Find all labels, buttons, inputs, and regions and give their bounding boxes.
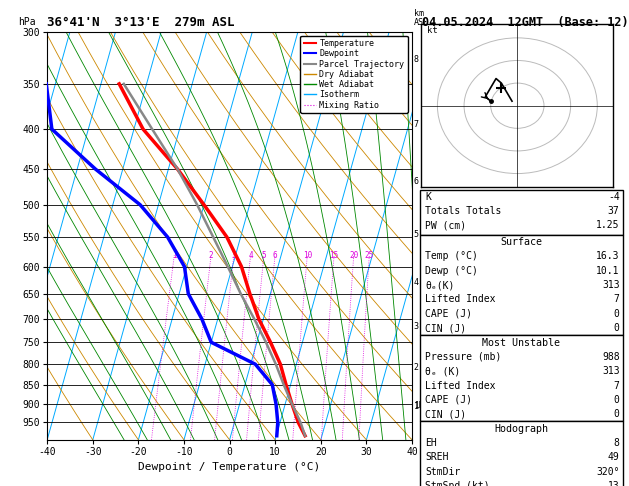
Text: -4: -4 bbox=[608, 191, 620, 202]
Text: Pressure (mb): Pressure (mb) bbox=[425, 352, 501, 362]
Text: 0: 0 bbox=[614, 395, 620, 405]
Text: 7: 7 bbox=[614, 381, 620, 391]
X-axis label: Dewpoint / Temperature (°C): Dewpoint / Temperature (°C) bbox=[138, 462, 321, 472]
Text: 15: 15 bbox=[330, 251, 339, 260]
Text: 25: 25 bbox=[365, 251, 374, 260]
Text: 0: 0 bbox=[614, 309, 620, 319]
Text: \: \ bbox=[425, 122, 436, 137]
Text: 6: 6 bbox=[414, 177, 419, 186]
Text: θₑ (K): θₑ (K) bbox=[425, 366, 460, 376]
Text: /: / bbox=[420, 397, 431, 412]
Text: 3: 3 bbox=[231, 251, 236, 260]
Text: © weatheronline.co.uk: © weatheronline.co.uk bbox=[473, 471, 577, 480]
Text: 7: 7 bbox=[414, 120, 419, 128]
Text: \: \ bbox=[425, 197, 436, 212]
Text: 1LCL: 1LCL bbox=[414, 401, 432, 411]
Text: Most Unstable: Most Unstable bbox=[482, 337, 560, 347]
Text: 8: 8 bbox=[414, 55, 419, 64]
Text: 0: 0 bbox=[614, 323, 620, 333]
Text: Lifted Index: Lifted Index bbox=[425, 381, 496, 391]
Text: /: / bbox=[420, 122, 431, 137]
Text: 1: 1 bbox=[414, 402, 419, 411]
Text: 49: 49 bbox=[608, 452, 620, 462]
Text: 6: 6 bbox=[273, 251, 277, 260]
Text: 988: 988 bbox=[602, 352, 620, 362]
Text: 313: 313 bbox=[602, 280, 620, 290]
Text: CAPE (J): CAPE (J) bbox=[425, 395, 472, 405]
Text: CIN (J): CIN (J) bbox=[425, 409, 466, 419]
Legend: Temperature, Dewpoint, Parcel Trajectory, Dry Adiabat, Wet Adiabat, Isotherm, Mi: Temperature, Dewpoint, Parcel Trajectory… bbox=[300, 36, 408, 113]
Text: 10: 10 bbox=[303, 251, 312, 260]
Text: 4: 4 bbox=[414, 278, 419, 287]
Text: 5: 5 bbox=[414, 229, 419, 239]
Text: K: K bbox=[425, 191, 431, 202]
Text: 20: 20 bbox=[349, 251, 359, 260]
Text: Hodograph: Hodograph bbox=[494, 423, 548, 434]
Text: 4: 4 bbox=[248, 251, 253, 260]
Text: 1.25: 1.25 bbox=[596, 220, 620, 230]
Text: 16.3: 16.3 bbox=[596, 251, 620, 261]
Text: 2: 2 bbox=[414, 363, 419, 372]
Text: 10.1: 10.1 bbox=[596, 266, 620, 276]
Text: 3: 3 bbox=[414, 322, 419, 330]
Text: kt: kt bbox=[426, 26, 438, 35]
Text: \: \ bbox=[425, 259, 436, 274]
Text: 8: 8 bbox=[614, 438, 620, 448]
Text: StmSpd (kt): StmSpd (kt) bbox=[425, 481, 490, 486]
Text: 0: 0 bbox=[614, 409, 620, 419]
Text: hPa: hPa bbox=[18, 17, 36, 27]
Text: 5: 5 bbox=[262, 251, 266, 260]
Text: Dewp (°C): Dewp (°C) bbox=[425, 266, 478, 276]
Text: CAPE (J): CAPE (J) bbox=[425, 309, 472, 319]
Text: Totals Totals: Totals Totals bbox=[425, 206, 501, 216]
Text: θₑ(K): θₑ(K) bbox=[425, 280, 455, 290]
Text: \: \ bbox=[425, 397, 436, 412]
Text: 36°41'N  3°13'E  279m ASL: 36°41'N 3°13'E 279m ASL bbox=[47, 16, 235, 29]
Text: km
ASL: km ASL bbox=[414, 9, 429, 27]
Text: 37: 37 bbox=[608, 206, 620, 216]
Text: /: / bbox=[420, 197, 431, 212]
Text: 1: 1 bbox=[172, 251, 177, 260]
Text: SREH: SREH bbox=[425, 452, 448, 462]
Text: 13: 13 bbox=[608, 481, 620, 486]
Text: PW (cm): PW (cm) bbox=[425, 220, 466, 230]
Text: 2: 2 bbox=[209, 251, 213, 260]
Text: Surface: Surface bbox=[501, 237, 542, 247]
Text: 320°: 320° bbox=[596, 467, 620, 477]
Text: /: / bbox=[420, 259, 431, 274]
Text: Temp (°C): Temp (°C) bbox=[425, 251, 478, 261]
Text: Lifted Index: Lifted Index bbox=[425, 295, 496, 305]
Text: 7: 7 bbox=[614, 295, 620, 305]
Text: StmDir: StmDir bbox=[425, 467, 460, 477]
Text: EH: EH bbox=[425, 438, 437, 448]
Text: /: / bbox=[420, 357, 431, 371]
Text: CIN (J): CIN (J) bbox=[425, 323, 466, 333]
Text: 313: 313 bbox=[602, 366, 620, 376]
Text: 04.05.2024  12GMT  (Base: 12): 04.05.2024 12GMT (Base: 12) bbox=[422, 16, 628, 29]
Text: \: \ bbox=[425, 357, 436, 371]
